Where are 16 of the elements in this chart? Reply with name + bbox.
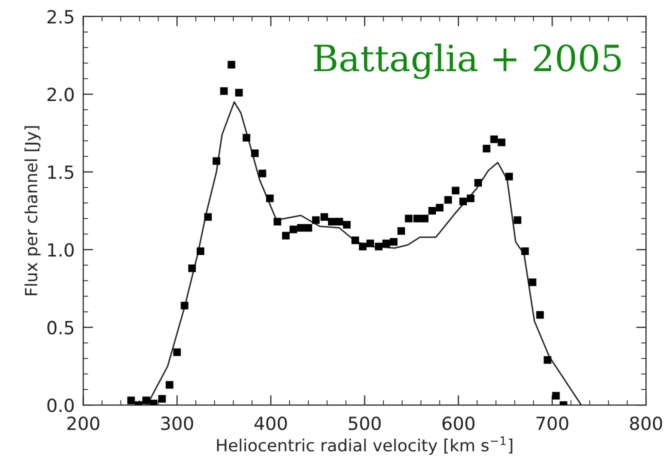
y-tick-label: 1.5	[48, 166, 74, 180]
y-tick-label: 1.0	[48, 243, 74, 257]
annotation: Battaglia + 2005	[314, 44, 621, 80]
y-tick-label: 0.0	[47, 398, 74, 412]
y-tick-label: 2.0	[48, 88, 74, 102]
x-axis-title: Heliocentric radial velocity [km s$^{−1}$]	[217, 436, 512, 455]
y-tick-label: 2.5	[48, 10, 74, 24]
x-tick-label: 500	[348, 416, 381, 430]
x-tick-label: 200	[67, 416, 100, 430]
x-tick-label: 600	[442, 416, 474, 430]
x-tick-label: 800	[630, 416, 662, 430]
y-tick-label: 0.5	[47, 320, 74, 334]
x-tick-label: 400	[254, 416, 287, 430]
x-tick-label: 300	[161, 416, 194, 430]
x-tick-label: 700	[536, 416, 568, 430]
y-axis-title: Flux per channel [Jy]	[24, 126, 41, 296]
